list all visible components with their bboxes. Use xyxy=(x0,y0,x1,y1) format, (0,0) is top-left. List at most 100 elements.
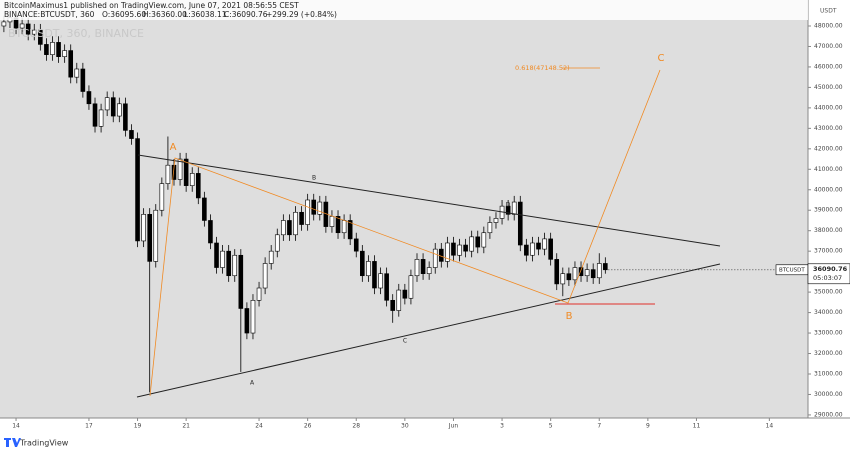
x-tick-label: 26 xyxy=(304,423,312,430)
candle-body xyxy=(202,197,207,221)
candle xyxy=(475,230,481,254)
y-tick-label: 37000.00 xyxy=(814,248,843,255)
candle xyxy=(353,232,359,258)
candle xyxy=(317,195,323,221)
candle-body xyxy=(335,216,341,234)
candle xyxy=(584,263,590,282)
candle-body xyxy=(123,103,128,131)
candle-body xyxy=(104,97,110,111)
candle-body xyxy=(183,158,189,186)
x-tick-label: 28 xyxy=(352,423,360,430)
triangle-upper xyxy=(137,154,721,247)
candle xyxy=(123,97,128,137)
candle xyxy=(38,23,43,51)
candle xyxy=(347,214,353,246)
ohlc-low: L:36038.11 xyxy=(184,10,227,19)
candle-body xyxy=(74,68,80,78)
wave-label: D xyxy=(506,202,511,209)
y-tick-label: 29000.00 xyxy=(814,411,843,418)
candle-body xyxy=(165,164,171,184)
candle xyxy=(153,204,159,268)
countdown: 05:03:07 xyxy=(813,274,842,282)
candle xyxy=(86,85,92,110)
candle-body xyxy=(396,289,402,311)
candle xyxy=(135,132,140,248)
candle-body xyxy=(402,289,408,299)
ohlc-close: C:36090.76 xyxy=(224,10,268,19)
candle-body xyxy=(511,201,517,215)
candle xyxy=(189,167,195,192)
candle xyxy=(590,263,596,284)
ohlc-open: O:36095.60 xyxy=(102,10,146,19)
candle xyxy=(548,232,553,266)
candle-body xyxy=(493,218,499,223)
candle xyxy=(487,216,493,239)
candle xyxy=(578,261,584,282)
candle-body xyxy=(44,44,49,55)
candle xyxy=(74,62,80,84)
candle xyxy=(384,267,389,307)
candle-body xyxy=(463,244,468,252)
candle xyxy=(50,36,55,61)
candle xyxy=(560,267,566,297)
candle xyxy=(56,36,61,63)
candle-body xyxy=(329,216,335,227)
candle-body xyxy=(487,222,493,234)
candle xyxy=(329,210,335,233)
candle-body xyxy=(384,273,389,301)
candle-body xyxy=(347,220,353,240)
y-tick-label: 31000.00 xyxy=(814,370,843,377)
candle-body xyxy=(214,242,219,268)
candle xyxy=(566,267,572,286)
x-tick-label: 5 xyxy=(549,423,553,430)
x-tick-label: 14 xyxy=(12,423,20,430)
candle-body xyxy=(341,220,347,234)
candle-body xyxy=(530,242,535,256)
candle-body xyxy=(517,201,523,246)
candles xyxy=(1,11,608,393)
candle xyxy=(457,238,462,262)
candle-body xyxy=(353,238,359,252)
candle xyxy=(372,255,377,295)
candle-body xyxy=(19,23,25,29)
currency-label: USDT xyxy=(820,8,837,15)
candle-body xyxy=(542,238,547,250)
candle xyxy=(299,206,304,231)
candle xyxy=(238,249,244,372)
candle xyxy=(232,249,238,282)
candle xyxy=(98,103,104,133)
ohlc-high: H:36360.00 xyxy=(143,10,187,19)
candle xyxy=(208,214,213,250)
candle-body xyxy=(293,211,298,236)
y-tick-label: 48000.00 xyxy=(814,22,843,29)
candle-body xyxy=(129,130,134,139)
x-tick-label: 11 xyxy=(693,423,701,430)
candle-body xyxy=(274,234,280,252)
y-tick-label: 46000.00 xyxy=(814,63,843,70)
candle-body xyxy=(590,269,596,279)
candle-body xyxy=(311,199,317,215)
candle-body xyxy=(208,220,213,244)
candle xyxy=(256,281,262,307)
candle-body xyxy=(117,103,122,117)
candle-body xyxy=(250,299,256,334)
candle xyxy=(147,208,152,393)
candle xyxy=(572,261,578,286)
candle xyxy=(493,212,499,229)
candle-body xyxy=(25,23,31,35)
candle-body xyxy=(62,50,67,58)
candle xyxy=(554,253,560,291)
triangle-lower xyxy=(136,263,721,398)
candle-body xyxy=(524,244,529,256)
candle xyxy=(165,136,171,190)
candle xyxy=(305,193,310,231)
x-tick-label: 7 xyxy=(597,423,601,430)
candle xyxy=(117,97,122,123)
candle xyxy=(451,236,456,262)
candle-body xyxy=(445,242,450,262)
candle xyxy=(262,257,268,295)
abc-path xyxy=(149,69,661,397)
candle-body xyxy=(256,287,262,301)
